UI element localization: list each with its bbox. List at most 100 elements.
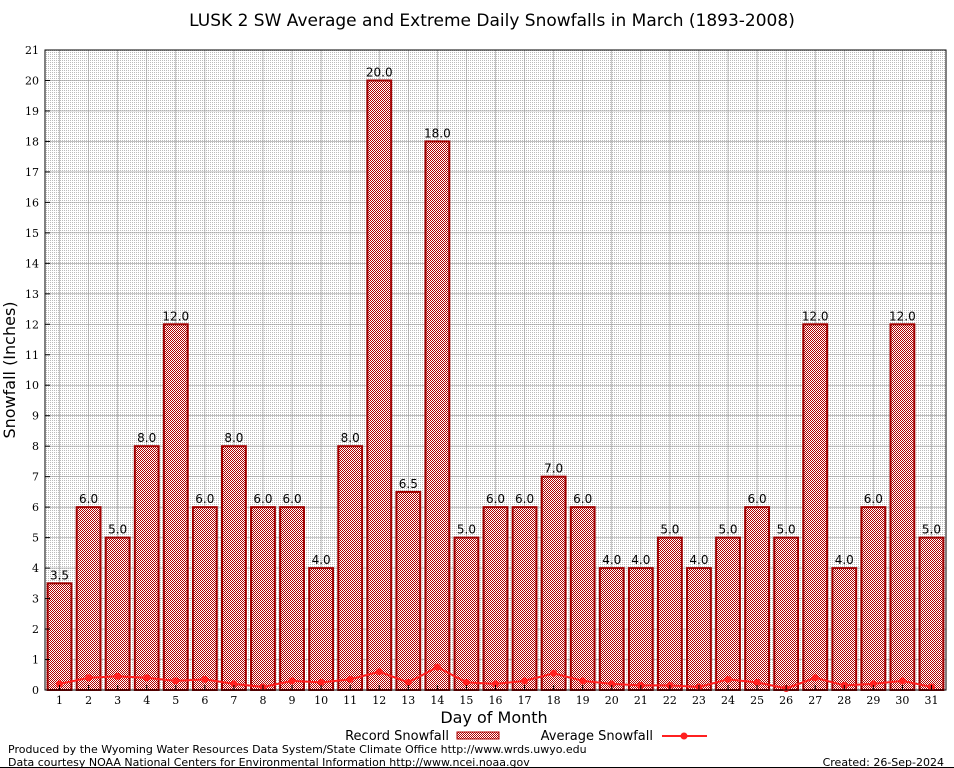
bar-value-label: 6.0 — [79, 492, 98, 506]
x-tick-label: 6 — [201, 694, 208, 707]
record-bar — [221, 445, 247, 692]
bar-value-label: 20.0 — [366, 65, 393, 79]
record-bar — [191, 506, 218, 691]
average-point — [869, 680, 877, 688]
y-tick-label: 2 — [32, 623, 39, 636]
bar-value-label: 5.0 — [108, 523, 127, 537]
x-tick-label: 29 — [866, 694, 880, 707]
x-tick-label: 9 — [289, 694, 296, 707]
record-bar — [75, 506, 102, 691]
average-point — [317, 678, 325, 686]
y-tick-label: 17 — [25, 166, 39, 179]
bar-value-label: 8.0 — [224, 431, 243, 445]
y-tick-label: 9 — [32, 410, 39, 423]
average-point — [375, 668, 383, 676]
x-tick-label: 25 — [750, 694, 764, 707]
average-point — [753, 678, 761, 686]
x-tick-label: 17 — [518, 694, 532, 707]
y-tick-label: 15 — [25, 227, 39, 240]
bar-value-label: 6.0 — [748, 492, 767, 506]
record-bar — [337, 445, 364, 692]
bar-value-label: 12.0 — [162, 309, 189, 323]
average-point — [724, 675, 732, 683]
x-tick-label: 2 — [85, 694, 92, 707]
y-tick-label: 14 — [25, 257, 39, 270]
record-bar — [831, 567, 858, 691]
bar-value-label: 5.0 — [922, 523, 941, 537]
record-bars: 3.5 6.0 5.0 8.0 12.0 6.0 8.0 6.0 6.0 4.0 8.0 20.0 6.… — [46, 65, 945, 692]
y-tick-label: 19 — [25, 105, 39, 118]
bar-value-label: 8.0 — [341, 431, 360, 445]
bar-value-label: 4.0 — [312, 553, 331, 567]
x-tick-label: 26 — [779, 694, 793, 707]
record-bar — [308, 567, 335, 691]
legend-average-marker — [680, 732, 688, 740]
bar-value-label: 12.0 — [889, 309, 916, 323]
bar-value-label: 8.0 — [137, 431, 156, 445]
y-tick-label: 3 — [32, 593, 39, 606]
bar-value-label: 4.0 — [631, 553, 650, 567]
bar-value-label: 4.0 — [689, 553, 708, 567]
x-tick-label: 16 — [489, 694, 503, 707]
record-bar — [104, 536, 131, 691]
bar-value-label: 5.0 — [718, 523, 737, 537]
legend-record-swatch — [456, 731, 500, 740]
legend-record-label: Record Snowfall — [345, 729, 449, 744]
record-bar — [598, 567, 625, 691]
x-tick-label: 27 — [808, 694, 822, 707]
y-tick-label: 16 — [25, 196, 39, 209]
x-tick-label: 4 — [143, 694, 150, 707]
average-point — [462, 678, 470, 686]
x-tick-label: 30 — [895, 694, 909, 707]
x-tick-label: 7 — [230, 694, 237, 707]
record-bar — [860, 506, 887, 691]
record-bar — [453, 536, 480, 691]
x-tick-label: 23 — [692, 694, 706, 707]
average-point — [85, 674, 93, 682]
bar-value-label: 5.0 — [777, 523, 796, 537]
record-bar — [686, 567, 712, 691]
average-point — [521, 677, 529, 685]
bar-value-label: 6.0 — [573, 492, 592, 506]
record-bar — [773, 536, 800, 691]
average-point — [550, 669, 558, 677]
average-point — [143, 674, 151, 682]
x-tick-label: 28 — [837, 694, 851, 707]
average-point — [608, 680, 616, 688]
x-axis-label: Day of Month — [440, 708, 547, 727]
bar-value-label: 4.0 — [602, 553, 621, 567]
bar-value-label: 6.0 — [253, 492, 272, 506]
footer-created: Created: 26-Sep-2024 — [823, 756, 944, 768]
x-tick-label: 19 — [576, 694, 590, 707]
average-point — [579, 677, 587, 685]
y-tick-label: 7 — [32, 471, 39, 484]
record-bar — [395, 490, 422, 691]
bar-value-label: 12.0 — [802, 309, 829, 323]
y-tick-label: 13 — [25, 288, 39, 301]
x-tick-label: 14 — [430, 694, 444, 707]
record-bar — [627, 567, 654, 691]
y-tick-label: 8 — [32, 440, 39, 453]
legend-average-label: Average Snowfall — [541, 729, 653, 744]
chart-title: LUSK 2 SW Average and Extreme Daily Snow… — [189, 11, 795, 31]
average-point — [172, 677, 180, 685]
average-point — [201, 675, 209, 683]
x-tick-label: 1 — [56, 694, 63, 707]
average-point — [288, 677, 296, 685]
x-tick-label: 31 — [924, 694, 938, 707]
record-bar — [46, 582, 73, 691]
record-bar — [889, 323, 916, 691]
y-tick-label: 20 — [25, 74, 39, 87]
bar-value-label: 6.0 — [864, 492, 883, 506]
record-bar — [133, 445, 160, 692]
record-bar — [250, 506, 276, 691]
x-tick-label: 20 — [605, 694, 619, 707]
x-tick-label: 15 — [459, 694, 473, 707]
footer-data-source: Data courtesy NOAA National Centers for … — [8, 756, 530, 768]
record-bar — [918, 536, 945, 691]
record-bar — [715, 536, 741, 691]
average-point — [404, 678, 412, 686]
bar-value-label: 3.5 — [50, 568, 69, 582]
